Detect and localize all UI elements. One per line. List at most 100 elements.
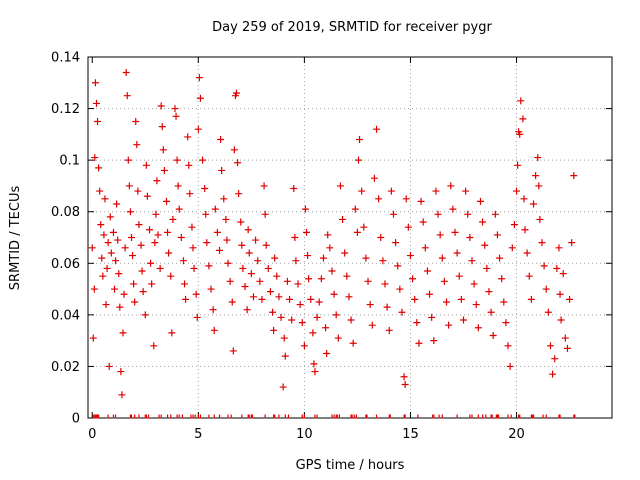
data-point xyxy=(139,288,147,296)
data-point xyxy=(177,234,185,241)
data-point xyxy=(555,244,563,252)
data-point xyxy=(157,102,165,110)
data-point xyxy=(106,213,114,221)
data-point xyxy=(445,321,453,329)
x-tick-label: 10 xyxy=(296,427,313,442)
data-point xyxy=(387,187,395,195)
data-point xyxy=(426,290,434,298)
data-point xyxy=(451,228,459,236)
data-point xyxy=(101,195,109,203)
data-point xyxy=(364,277,372,285)
data-point xyxy=(182,295,190,303)
data-point xyxy=(521,226,529,234)
data-point xyxy=(98,254,106,262)
data-point xyxy=(570,172,578,180)
data-point xyxy=(457,295,465,303)
data-point xyxy=(303,228,311,236)
data-point xyxy=(229,347,237,355)
data-point xyxy=(239,264,247,272)
data-point xyxy=(466,234,474,241)
data-point xyxy=(517,97,525,105)
data-point xyxy=(217,136,225,144)
data-point xyxy=(97,221,105,229)
data-point xyxy=(459,316,467,324)
data-point xyxy=(228,298,236,306)
data-point xyxy=(147,259,155,267)
y-tick-label: 0.02 xyxy=(51,360,80,375)
data-point xyxy=(551,355,559,363)
data-point xyxy=(102,301,110,309)
data-point xyxy=(181,280,189,288)
data-point xyxy=(568,239,576,247)
data-point xyxy=(210,326,218,334)
rug-markers xyxy=(92,414,576,419)
data-point xyxy=(326,244,334,252)
data-point xyxy=(500,298,508,306)
data-point xyxy=(392,239,400,247)
data-point xyxy=(202,210,210,218)
data-point xyxy=(498,275,506,283)
data-point xyxy=(519,115,527,123)
data-point xyxy=(179,257,187,265)
data-point xyxy=(506,362,514,370)
data-point xyxy=(121,244,129,252)
data-point xyxy=(165,249,173,257)
data-point xyxy=(310,360,318,368)
data-point xyxy=(341,249,349,257)
data-point xyxy=(254,257,262,265)
data-point xyxy=(413,319,421,327)
data-point xyxy=(334,334,342,342)
data-point xyxy=(196,94,204,102)
data-point xyxy=(462,187,470,195)
data-point xyxy=(311,368,319,376)
data-point xyxy=(148,280,156,288)
data-point xyxy=(258,295,266,303)
data-point xyxy=(113,200,121,208)
data-point xyxy=(368,321,376,329)
data-point xyxy=(351,205,359,213)
data-point xyxy=(216,246,224,254)
data-point xyxy=(430,337,438,345)
data-point xyxy=(270,326,278,334)
data-point xyxy=(315,298,323,306)
data-point xyxy=(105,362,113,370)
plot-frame xyxy=(87,56,613,419)
data-point xyxy=(199,156,207,164)
data-point xyxy=(481,241,489,249)
data-point xyxy=(130,280,138,288)
data-point xyxy=(125,182,133,190)
data-point xyxy=(443,298,451,306)
data-point xyxy=(152,210,160,218)
data-point xyxy=(383,303,391,311)
data-point xyxy=(305,275,313,283)
data-point xyxy=(169,215,177,223)
data-point xyxy=(401,380,409,388)
data-point xyxy=(220,195,228,203)
data-point xyxy=(546,342,554,350)
data-point xyxy=(358,187,366,195)
y-axis: 0 0.02 0.04 0.06 0.08 0.1 0.12 0.14 xyxy=(51,51,612,427)
data-point xyxy=(332,311,340,319)
data-point xyxy=(483,264,491,272)
data-point xyxy=(120,290,128,298)
data-point xyxy=(557,316,565,324)
data-point xyxy=(156,264,164,272)
data-point xyxy=(133,141,141,149)
y-tick-label: 0 xyxy=(72,412,80,427)
data-point xyxy=(540,262,548,270)
data-point xyxy=(339,215,347,223)
data-point xyxy=(209,306,217,314)
data-point xyxy=(534,154,542,162)
data-point xyxy=(186,190,194,198)
data-point xyxy=(281,352,289,360)
data-point xyxy=(211,205,219,213)
data-point xyxy=(419,218,427,226)
data-point xyxy=(455,272,463,280)
data-point xyxy=(353,228,361,236)
data-point xyxy=(192,290,200,298)
data-point xyxy=(168,329,176,337)
data-point xyxy=(184,133,192,141)
data-point xyxy=(91,79,99,87)
data-point xyxy=(162,197,170,205)
